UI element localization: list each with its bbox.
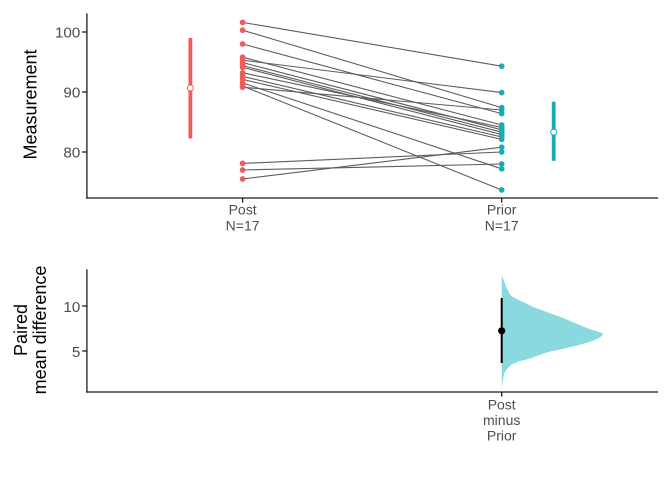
svg-text:Prior: Prior: [487, 202, 517, 218]
svg-text:Post: Post: [488, 396, 516, 412]
svg-text:5: 5: [72, 344, 80, 361]
svg-text:80: 80: [63, 144, 80, 161]
svg-text:Prior: Prior: [487, 428, 517, 444]
svg-text:N=17: N=17: [485, 217, 519, 233]
svg-text:Post: Post: [229, 202, 257, 218]
svg-text:minus: minus: [483, 412, 520, 428]
svg-text:Paired: Paired: [11, 304, 31, 356]
svg-text:N=17: N=17: [226, 217, 260, 233]
svg-text:Measurement: Measurement: [21, 49, 41, 159]
svg-text:100: 100: [55, 24, 80, 41]
svg-text:90: 90: [63, 84, 80, 101]
svg-text:mean difference: mean difference: [30, 266, 50, 395]
svg-text:10: 10: [63, 299, 80, 316]
